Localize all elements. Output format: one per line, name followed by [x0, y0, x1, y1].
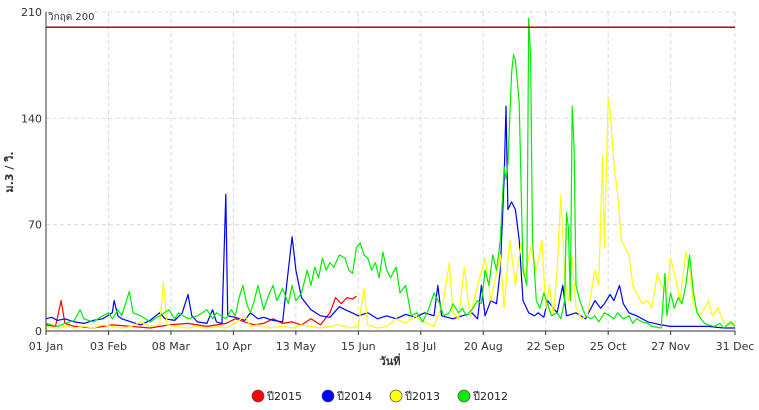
series-line-1: [45, 105, 735, 329]
y-tick-label: 140: [21, 112, 42, 125]
axes: [45, 12, 735, 332]
x-tick-label: 08 Mar: [152, 340, 191, 353]
legend-marker: [389, 389, 403, 403]
legend-item: ปี2013: [389, 389, 440, 403]
x-tick-label: 10 Apr: [215, 340, 252, 353]
series-line-3: [45, 17, 736, 329]
x-tick-label: 15 Jun: [341, 340, 376, 353]
x-tick-label: 20 Aug: [464, 340, 503, 353]
y-tick-label: 0: [35, 325, 42, 338]
legend: ปี2015 ปี2014 ปี2013 ปี2012: [251, 389, 508, 403]
grid-lines: [45, 11, 736, 332]
y-axis-title: ม.3 / วิ.: [3, 151, 16, 192]
x-tick-label: 01 Jan: [29, 340, 63, 353]
legend-item: ปี2012: [457, 389, 508, 403]
x-tick-label: 13 May: [276, 340, 317, 353]
legend-marker: [321, 389, 335, 403]
x-tick-label: 31 Dec: [716, 340, 755, 353]
legend-marker: [457, 389, 471, 403]
x-tick-label: 18 Jul: [405, 340, 436, 353]
series-line-2: [45, 97, 736, 329]
x-tick-label: 03 Feb: [90, 340, 127, 353]
legend-label: ปี2014: [336, 390, 372, 403]
legend-label: ปี2013: [404, 390, 440, 403]
legend-item: ปี2014: [321, 389, 372, 403]
x-tick-label: 27 Nov: [651, 340, 690, 353]
legend-marker: [251, 389, 265, 403]
y-tick-label: 70: [28, 219, 42, 232]
legend-label: ปี2012: [472, 390, 508, 403]
y-tick-label: 210: [21, 6, 42, 19]
series-line-0: [45, 295, 357, 329]
x-axis-tick-labels: 01 Jan 03 Feb 08 Mar 10 Apr 13 May 15 Jun 18 J…: [29, 331, 755, 353]
y-axis-tick-labels: 0 70 140 210: [21, 6, 42, 338]
series-lines: [45, 17, 736, 329]
critical-line-label: วิกฤต 200: [48, 12, 95, 23]
x-axis-title: วันที่: [380, 353, 401, 368]
x-tick-label: 25 Oct: [590, 340, 627, 353]
legend-label: ปี2015: [266, 390, 302, 403]
legend-item: ปี2015: [251, 389, 302, 403]
x-tick-label: 22 Sep: [527, 340, 565, 353]
